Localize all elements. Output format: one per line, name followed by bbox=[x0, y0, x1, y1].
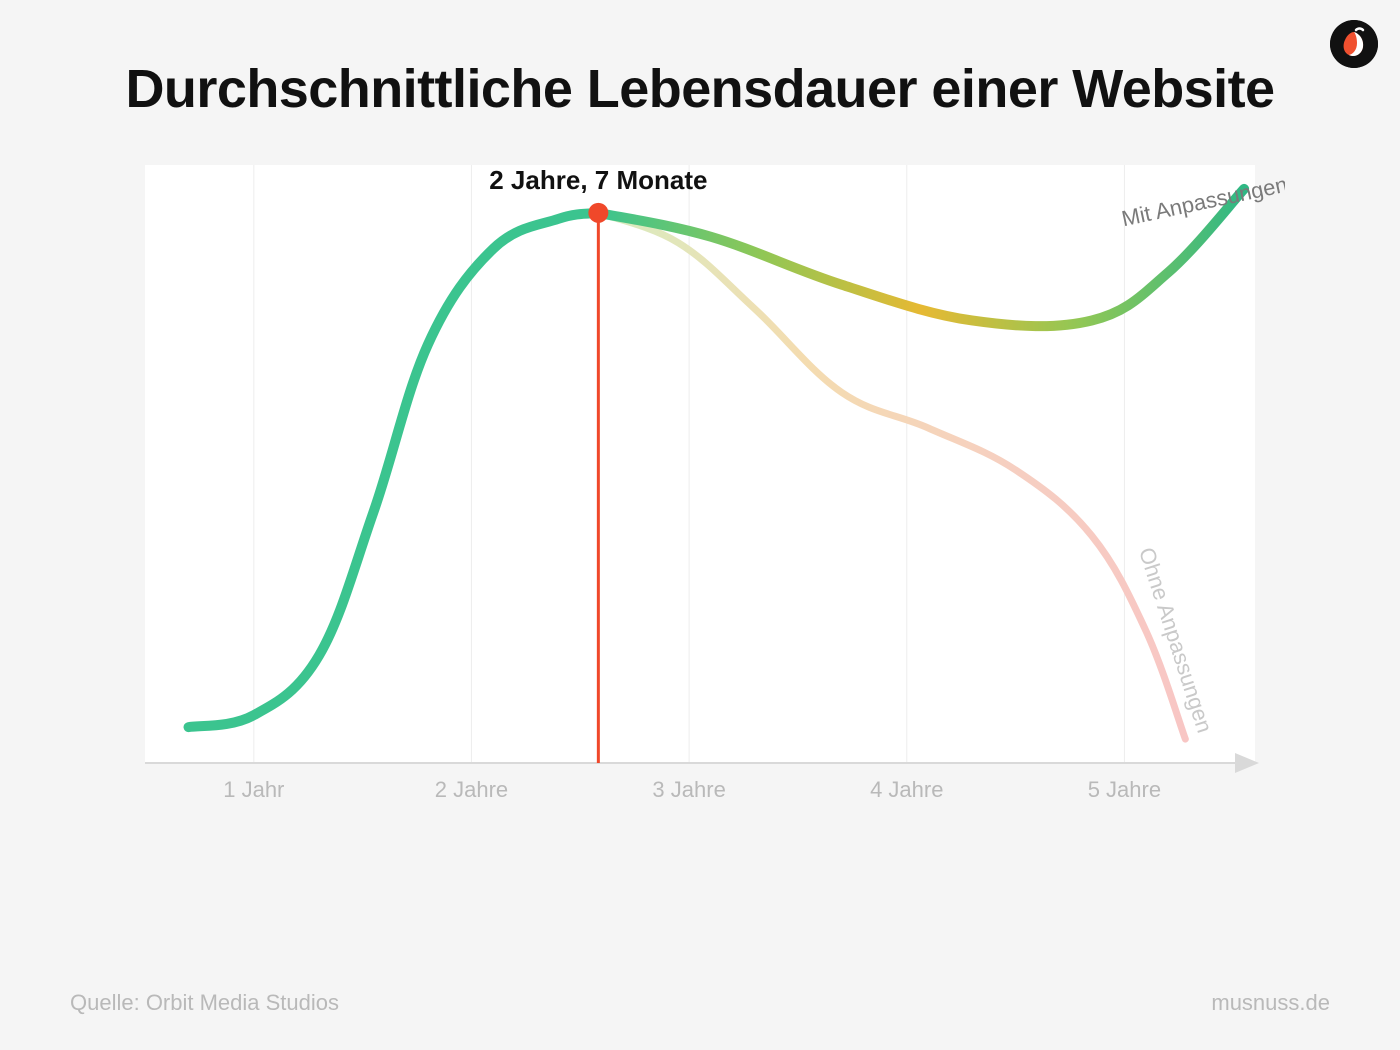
page: Durchschnittliche Lebensdauer einer Webs… bbox=[0, 0, 1400, 1050]
x-tick-label: 5 Jahre bbox=[1088, 777, 1161, 802]
chart-title: Durchschnittliche Lebensdauer einer Webs… bbox=[70, 60, 1330, 119]
marker-dot bbox=[588, 203, 608, 223]
x-tick-label: 4 Jahre bbox=[870, 777, 943, 802]
brand-logo-icon bbox=[1330, 20, 1378, 68]
lifespan-chart: 1 Jahr 2 Jahre 3 Jahre 4 Jahre 5 Jahre 2 Jahr… bbox=[115, 155, 1285, 817]
footer: Quelle: Orbit Media Studios musnuss.de bbox=[70, 990, 1330, 1016]
x-tick-label: 3 Jahre bbox=[652, 777, 725, 802]
chart-area: 1 Jahr 2 Jahre 3 Jahre 4 Jahre 5 Jahre 2 Jahr… bbox=[115, 155, 1285, 817]
x-tick-label: 1 Jahr bbox=[223, 777, 284, 802]
source-label: Quelle: Orbit Media Studios bbox=[70, 990, 339, 1016]
x-tick-label: 2 Jahre bbox=[435, 777, 508, 802]
marker-label: 2 Jahre, 7 Monate bbox=[489, 165, 707, 195]
brand-label: musnuss.de bbox=[1211, 990, 1330, 1016]
